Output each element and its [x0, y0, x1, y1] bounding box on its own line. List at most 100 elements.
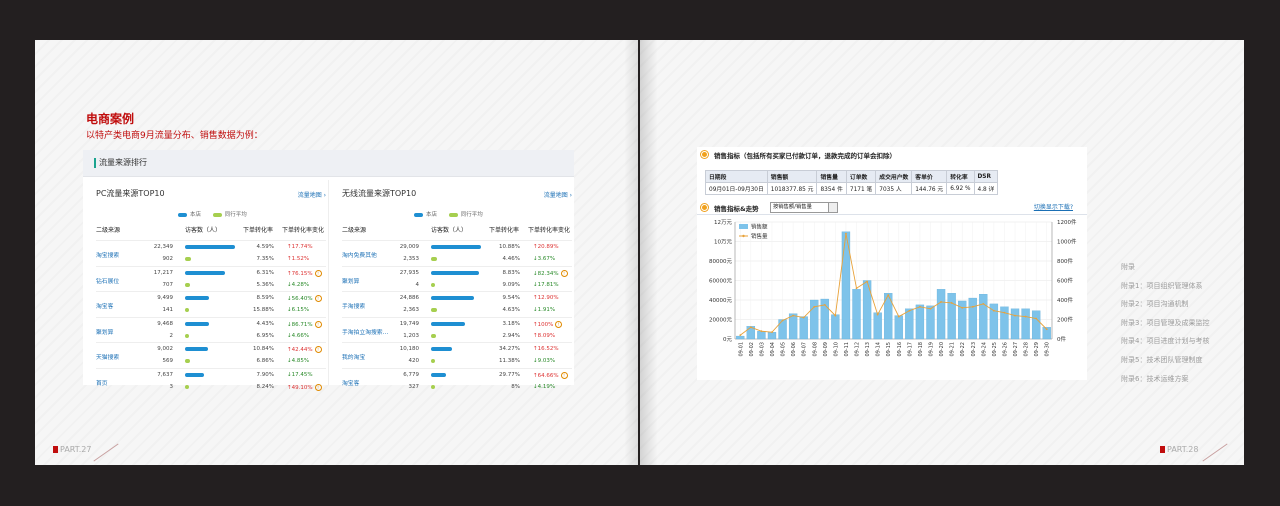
source-link[interactable]: 手淘搜索: [342, 304, 366, 310]
rate-change: ↑49.10%!: [287, 383, 322, 391]
source-link[interactable]: 淘宝客: [342, 380, 360, 387]
arrow-down-icon: ↓: [287, 281, 292, 288]
kpi-header-cell: 销售额: [766, 170, 818, 183]
visitors-bar: [185, 270, 225, 275]
conversion-rate: 4.59%: [256, 244, 274, 250]
warning-icon[interactable]: !: [560, 269, 568, 277]
y-left-tick-label: 10万元: [714, 239, 732, 246]
visitors-value: 29,009: [399, 244, 419, 250]
source-link[interactable]: 钻石展位: [96, 278, 120, 285]
page-number: PART.27: [60, 445, 92, 454]
arrow-down-icon: ↓: [533, 358, 538, 364]
legend-store-swatch: [414, 212, 423, 217]
bullet-icon: [701, 151, 708, 158]
source-link[interactable]: 淘宝客: [96, 304, 114, 310]
pc-traffic-map-link[interactable]: 流量地图 ›: [297, 192, 326, 199]
warning-icon[interactable]: !: [560, 371, 568, 379]
legend-store-swatch: [178, 212, 187, 217]
source-link[interactable]: 我的淘宝: [342, 355, 366, 361]
source-link[interactable]: 聚划算: [96, 329, 114, 336]
page-footer-right: PART.28: [1160, 445, 1198, 454]
warning-icon[interactable]: !: [314, 269, 322, 277]
legend-peer-swatch: [212, 212, 222, 217]
warning-icon[interactable]: !: [314, 295, 322, 302]
x-tick-label: 09-14: [876, 342, 882, 357]
appendix-item[interactable]: 附录1：项目组织管理体系: [1121, 281, 1203, 290]
peer-metrics: 4 9.09% ↓17.81%: [342, 280, 572, 292]
appendix-item[interactable]: 附录2：项目沟通机制: [1121, 300, 1189, 309]
source-link[interactable]: 天猫搜索: [96, 355, 120, 361]
pc-table-rows: 淘宝搜索 22,349 4.59% ↑17.74% 902 7.35% ↑1.52% 钻石展位…: [96, 240, 326, 393]
legend-store-label: 本店: [426, 212, 438, 218]
peer-metrics: 2,353 4.46% ↓3.67%: [342, 254, 572, 266]
sales-section-title: 销售指标（包括所有买家已付款订单，退款完成的订单会扣除）: [701, 150, 896, 160]
appendix-item[interactable]: 附录6：技术运维方案: [1121, 374, 1189, 383]
rate-change-value: 17.81%: [537, 281, 559, 288]
rate-change: ↑76.15%!: [287, 269, 322, 277]
visitors-bar: [185, 308, 189, 312]
x-tick-label: 09-04: [770, 342, 776, 357]
appendix-item[interactable]: 附录4：项目进度计划与考核: [1121, 337, 1210, 346]
visitors-value: 9,499: [157, 295, 173, 301]
trend-metric-select[interactable]: 按销售额/销售量: [770, 202, 838, 213]
visitors-bar: [185, 333, 189, 338]
kpi-header-cell: 客单价: [911, 170, 948, 183]
kpi-header-row: 日期段 销售额 销售量 订单数 成交用户数 客单价 转化率 DSR: [705, 170, 999, 183]
footer-marker-icon: [53, 446, 58, 453]
header-visitors: 访客数（人）: [431, 227, 468, 234]
rate-change: ↓17.45%: [287, 372, 313, 378]
rate-change-value: 16.52%: [537, 346, 559, 352]
bar: [926, 305, 935, 340]
arrow-up-icon: ↑: [533, 346, 538, 352]
source-link[interactable]: 淘宝搜索: [96, 253, 120, 259]
rate-change: ↓6.15%: [287, 307, 309, 313]
pc-table-title: PC流量来源TOP10: [96, 189, 165, 198]
x-tick-label: 09-15: [886, 342, 892, 357]
rate-change-value: 20.89%: [537, 244, 559, 250]
arrow-up-icon: ↑: [533, 295, 538, 301]
page-spine-shadow: [624, 40, 638, 465]
bar: [788, 313, 798, 340]
source-link[interactable]: 聚划算: [342, 278, 360, 285]
source-link[interactable]: 淘内免费其他: [342, 253, 377, 259]
source-link[interactable]: 首页: [96, 380, 108, 387]
warning-icon[interactable]: !: [555, 320, 563, 328]
y-right-tick-label: 1000件: [1057, 238, 1077, 246]
arrow-down-icon: ↓: [533, 270, 538, 277]
rate-change-value: 3.67%: [537, 256, 556, 262]
footer-diagonal-line: [1202, 443, 1228, 462]
conversion-rate: 10.84%: [253, 346, 274, 352]
conversion-rate: 29.77%: [499, 371, 520, 378]
rate-change-value: 4.19%: [537, 383, 556, 390]
table-row: 手淘搜索 24,886 9.54% ↑12.90% 2,363 4.63% ↓1.91%: [342, 291, 572, 317]
rate-change-value: 9.03%: [537, 358, 556, 364]
source-link[interactable]: 手淘拍立淘搜索…: [342, 329, 389, 336]
line-point: [813, 305, 816, 308]
appendix-item[interactable]: 附录5：技术团队管理制度: [1121, 355, 1203, 364]
x-tick-label: 09-02: [749, 342, 755, 357]
warning-icon[interactable]: !: [314, 383, 322, 391]
bullet-icon: [701, 204, 708, 211]
x-tick-label: 09-20: [939, 342, 945, 357]
bar: [894, 315, 903, 340]
y-right-tick-label: 600件: [1057, 277, 1073, 285]
bar: [936, 289, 946, 340]
bar: [979, 294, 988, 340]
visitors-value: 2,363: [403, 307, 419, 313]
visitors-value: 1,203: [403, 332, 419, 339]
warning-icon[interactable]: !: [314, 346, 322, 353]
peer-metrics: 1,203 2.94% ↑8.09%: [342, 331, 572, 343]
footer-marker-icon: [1160, 446, 1165, 453]
warning-icon[interactable]: !: [314, 320, 322, 328]
header-rate-change: 下单转化率变化: [282, 227, 325, 234]
page-footer-left: PART.27: [53, 445, 91, 454]
wireless-traffic-map-link[interactable]: 流量地图 ›: [543, 192, 572, 199]
header-source: 二级来源: [342, 227, 367, 234]
line-point: [982, 303, 985, 305]
visitors-bar: [431, 308, 437, 312]
visitors-value: 2: [169, 332, 174, 339]
download-link[interactable]: 切换显示下载?: [1033, 204, 1073, 211]
visitors-bar: [185, 359, 190, 363]
rate-change: ↑1.52%: [287, 256, 309, 262]
appendix-item[interactable]: 附录3：项目管理及成果监控: [1121, 318, 1210, 327]
